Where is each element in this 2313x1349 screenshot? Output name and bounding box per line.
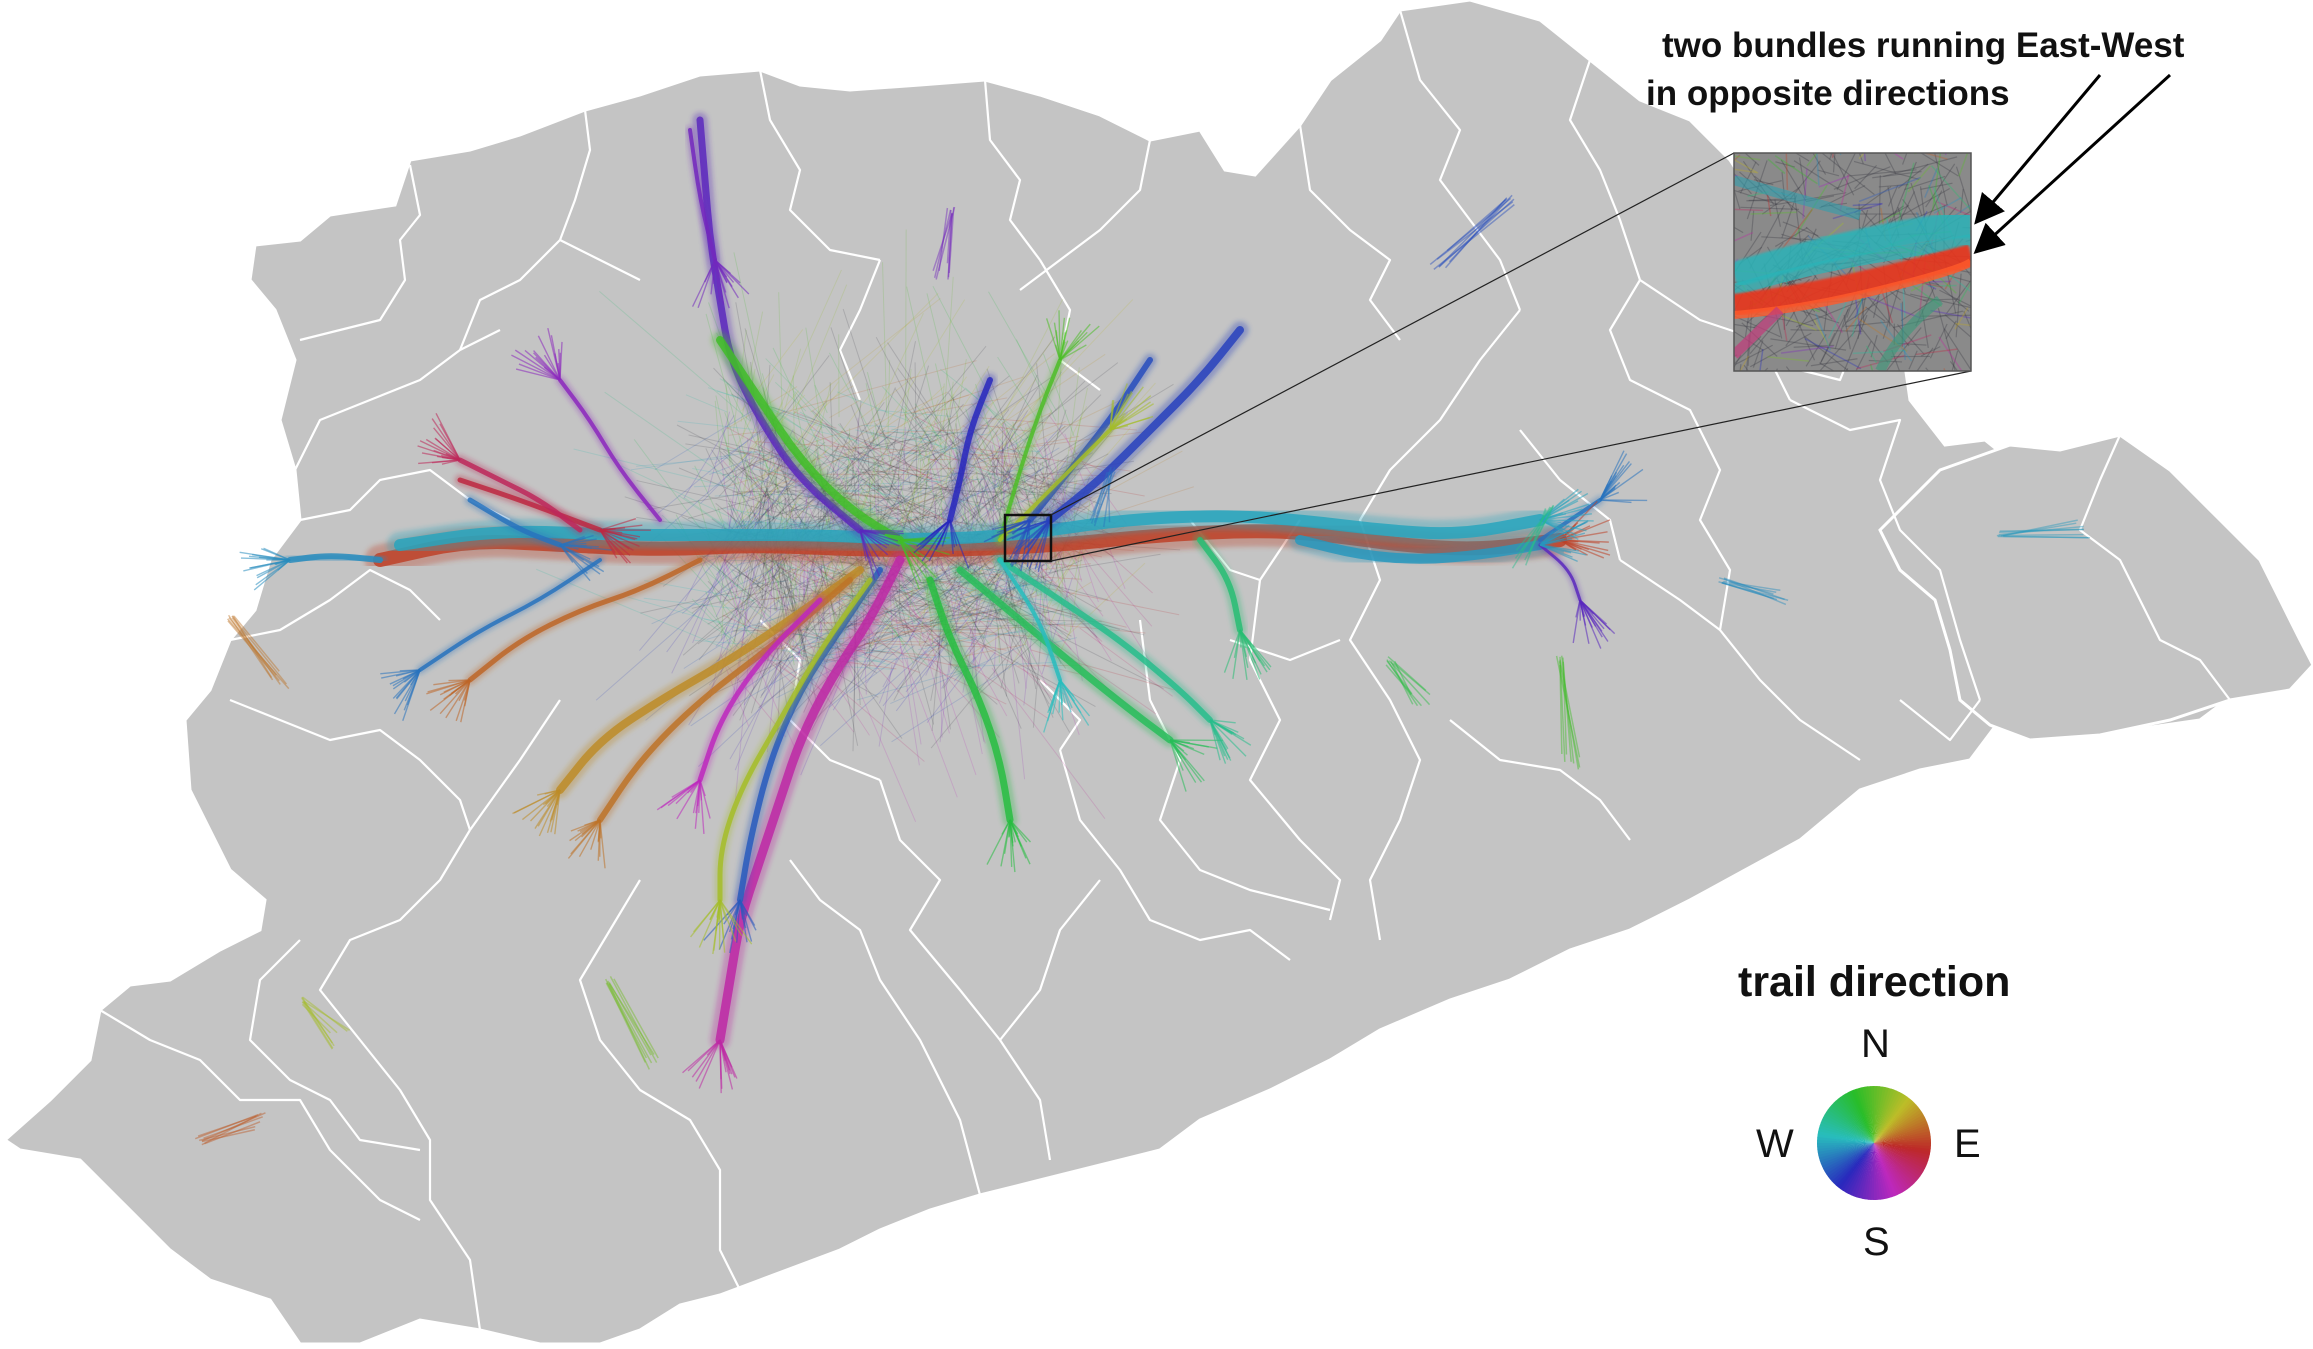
- compass-wheel: [1817, 1086, 1931, 1200]
- compass-north: N: [1861, 1022, 1890, 1067]
- compass-east: E: [1954, 1122, 1981, 1167]
- compass-west: W: [1756, 1122, 1794, 1167]
- annotation-line-2: in opposite directions: [1646, 70, 2010, 118]
- compass-south: S: [1863, 1220, 1890, 1265]
- legend-title: trail direction: [1738, 958, 2010, 1007]
- annotation-line-1: two bundles running East-West: [1662, 22, 2184, 70]
